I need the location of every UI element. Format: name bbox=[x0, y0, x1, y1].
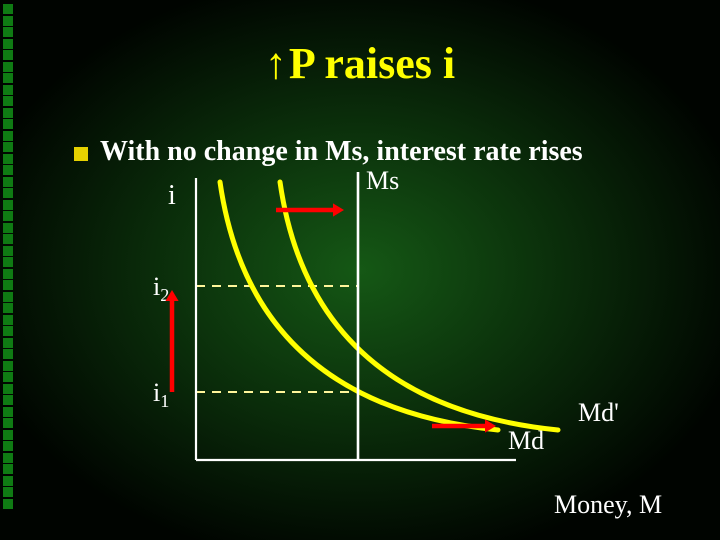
money-demand-chart bbox=[0, 0, 720, 540]
slide: ↑P raises i With no change in Ms, intere… bbox=[0, 0, 720, 540]
